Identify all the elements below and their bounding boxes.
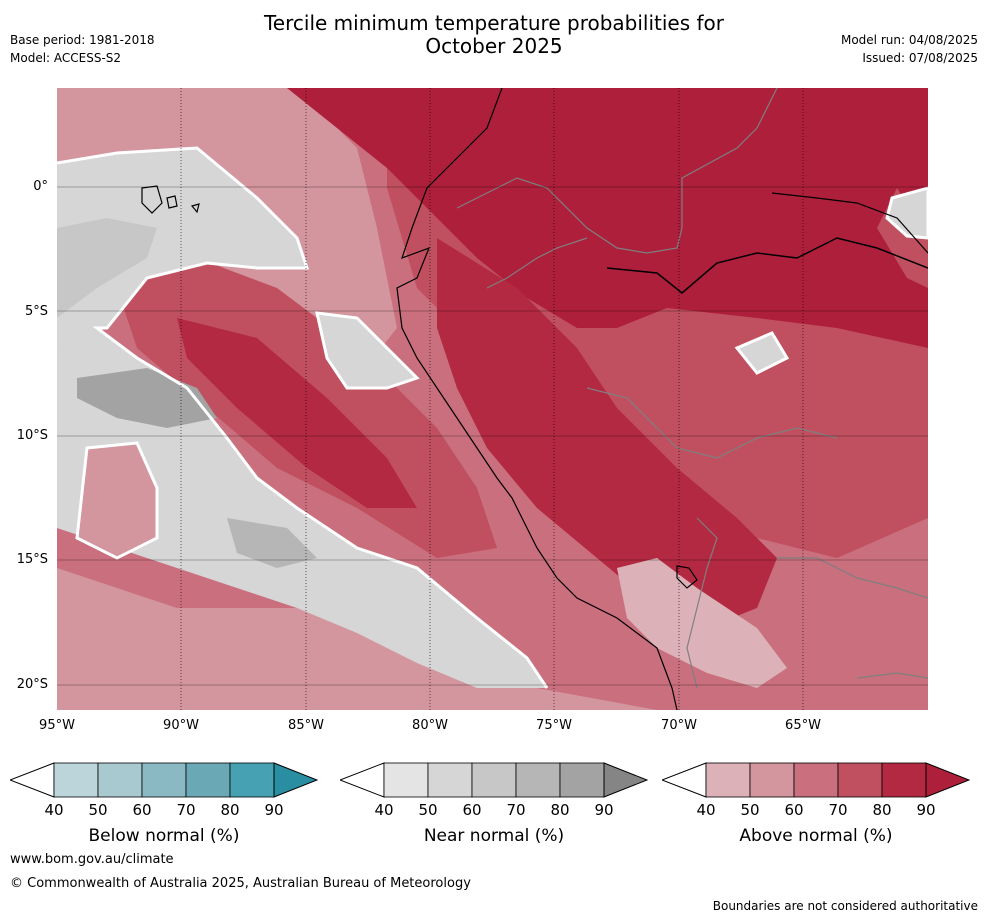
base-period: Base period: 1981-2018 [10, 33, 155, 47]
map-title: Tercile minimum temperature probabilitie… [0, 12, 988, 58]
colorbar-near-tick-90: 90 [594, 801, 614, 819]
colorbar-above-tick-60: 60 [784, 801, 804, 819]
coastline [396, 88, 678, 710]
lon-label-70w: 70°W [661, 718, 697, 733]
colorbar-near-normal [340, 762, 648, 798]
lat-label-20s: 20°S [16, 677, 48, 692]
colorbar-above-tick-50: 50 [740, 801, 760, 819]
region-above-90-amazon [287, 88, 928, 348]
footer-disclaimer: Boundaries are not considered authoritat… [712, 899, 978, 913]
colorbar-near-arrow-left [340, 762, 385, 798]
colorbar-below-tick-80: 80 [220, 801, 240, 819]
colorbar-near-tick-40: 40 [374, 801, 394, 819]
colorbar-below-normal [10, 762, 318, 798]
amazon-tributary [771, 192, 928, 254]
colorbar-below-swatch-40 [53, 762, 99, 798]
country-boundaries [456, 88, 928, 689]
region-near-normal-island [315, 311, 420, 390]
colorbar-near-tick-50: 50 [418, 801, 438, 819]
colorbar-near-swatch-50 [427, 762, 473, 798]
near-normal-boundary [57, 146, 549, 689]
region-near-normal-70 [227, 518, 317, 568]
lat-label-0: 0° [33, 179, 48, 194]
colorbar-above-arrow-right [925, 762, 970, 798]
probability-map [57, 88, 928, 710]
region-near-normal-northwest [57, 148, 307, 348]
title-line-1: Tercile minimum temperature probabilitie… [263, 11, 725, 35]
colorbar-near-tick-60: 60 [462, 801, 482, 819]
colorbar-below-arrow-right [273, 762, 318, 798]
colorbar-below-tick-70: 70 [176, 801, 196, 819]
lon-label-85w: 85°W [288, 718, 324, 733]
graticule [57, 88, 928, 710]
lake-titicaca [676, 565, 698, 589]
lat-label-15s: 15°S [16, 552, 48, 567]
colorbar-above-tick-90: 90 [916, 801, 936, 819]
colorbar-below-swatch-80 [229, 762, 275, 798]
lon-label-65w: 65°W [785, 718, 821, 733]
galapagos-islands [141, 185, 200, 214]
lon-label-75w: 75°W [536, 718, 572, 733]
lon-label-80w: 80°W [412, 718, 448, 733]
meta-left: Base period: 1981-2018 Model: ACCESS-S2 [10, 31, 155, 67]
colorbar-near-swatch-70 [515, 762, 561, 798]
colorbar-below-tick-50: 50 [88, 801, 108, 819]
region-above-80-coastal [437, 238, 777, 628]
footer-copyright: © Commonwealth of Australia 2025, Austra… [10, 876, 471, 891]
colorbar-below-arrow-left [10, 762, 55, 798]
colorbar-below-swatch-70 [185, 762, 231, 798]
region-near-normal-inland [734, 331, 790, 375]
colorbar-below-label: Below normal (%) [88, 826, 240, 846]
colorbar-near-tick-80: 80 [550, 801, 570, 819]
colorbar-above-swatch-70 [837, 762, 883, 798]
colorbar-below-tick-90: 90 [264, 801, 284, 819]
footer-url[interactable]: www.bom.gov.au/climate [10, 852, 174, 867]
colorbar-near-tick-70: 70 [506, 801, 526, 819]
colorbar-near-swatch-80 [559, 762, 605, 798]
colorbar-above-swatch-40 [705, 762, 751, 798]
region-above-90-offshore [177, 318, 417, 508]
colorbar-above-tick-70: 70 [828, 801, 848, 819]
colorbar-above-swatch-50 [749, 762, 795, 798]
colorbar-near-arrow-right [603, 762, 648, 798]
title-line-2: October 2025 [425, 34, 563, 58]
meta-right: Model run: 04/08/2025 Issued: 07/08/2025 [841, 31, 978, 67]
colorbar-above-swatch-60 [793, 762, 839, 798]
colorbar-below-tick-40: 40 [44, 801, 64, 819]
colorbar-below-swatch-60 [141, 762, 187, 798]
colorbar-above-normal [662, 762, 970, 798]
lon-label-90w: 90°W [163, 718, 199, 733]
colorbar-below-swatch-50 [97, 762, 143, 798]
region-above-40-highland [617, 558, 787, 688]
region-near-normal-80 [77, 368, 217, 428]
colorbar-near-label: Near normal (%) [423, 826, 565, 846]
colorbar-below-tick-60: 60 [132, 801, 152, 819]
colorbar-near-swatch-60 [471, 762, 517, 798]
colorbar-above-swatch-80 [881, 762, 927, 798]
lat-label-10s: 10°S [16, 428, 48, 443]
issued-date: Issued: 07/08/2025 [862, 51, 978, 65]
colorbar-above-arrow-left [662, 762, 707, 798]
amazon-river [606, 237, 928, 294]
region-near-normal-darker [57, 218, 157, 318]
model-name: Model: ACCESS-S2 [10, 51, 122, 65]
colorbar-above-label: Above normal (%) [739, 826, 893, 846]
region-above-50-pocket [75, 441, 159, 560]
lat-label-5s: 5°S [24, 304, 48, 319]
colorbar-above-tick-40: 40 [696, 801, 716, 819]
model-run: Model run: 04/08/2025 [840, 33, 978, 47]
colorbar-near-swatch-40 [383, 762, 429, 798]
colorbar-above-tick-80: 80 [872, 801, 892, 819]
region-above-50-south [57, 568, 657, 710]
lon-label-95w: 95°W [39, 718, 75, 733]
